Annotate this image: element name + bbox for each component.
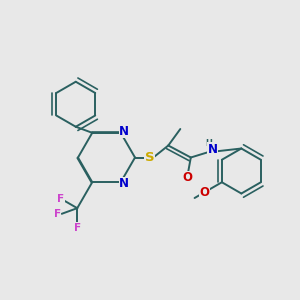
Text: O: O [183,171,193,184]
Text: F: F [74,223,81,233]
Text: N: N [119,125,129,138]
Text: S: S [145,151,154,164]
Text: H: H [206,140,212,148]
Text: F: F [54,209,61,219]
Text: F: F [57,194,64,204]
Text: N: N [119,177,129,190]
Text: N: N [208,142,218,156]
Text: O: O [200,186,210,199]
